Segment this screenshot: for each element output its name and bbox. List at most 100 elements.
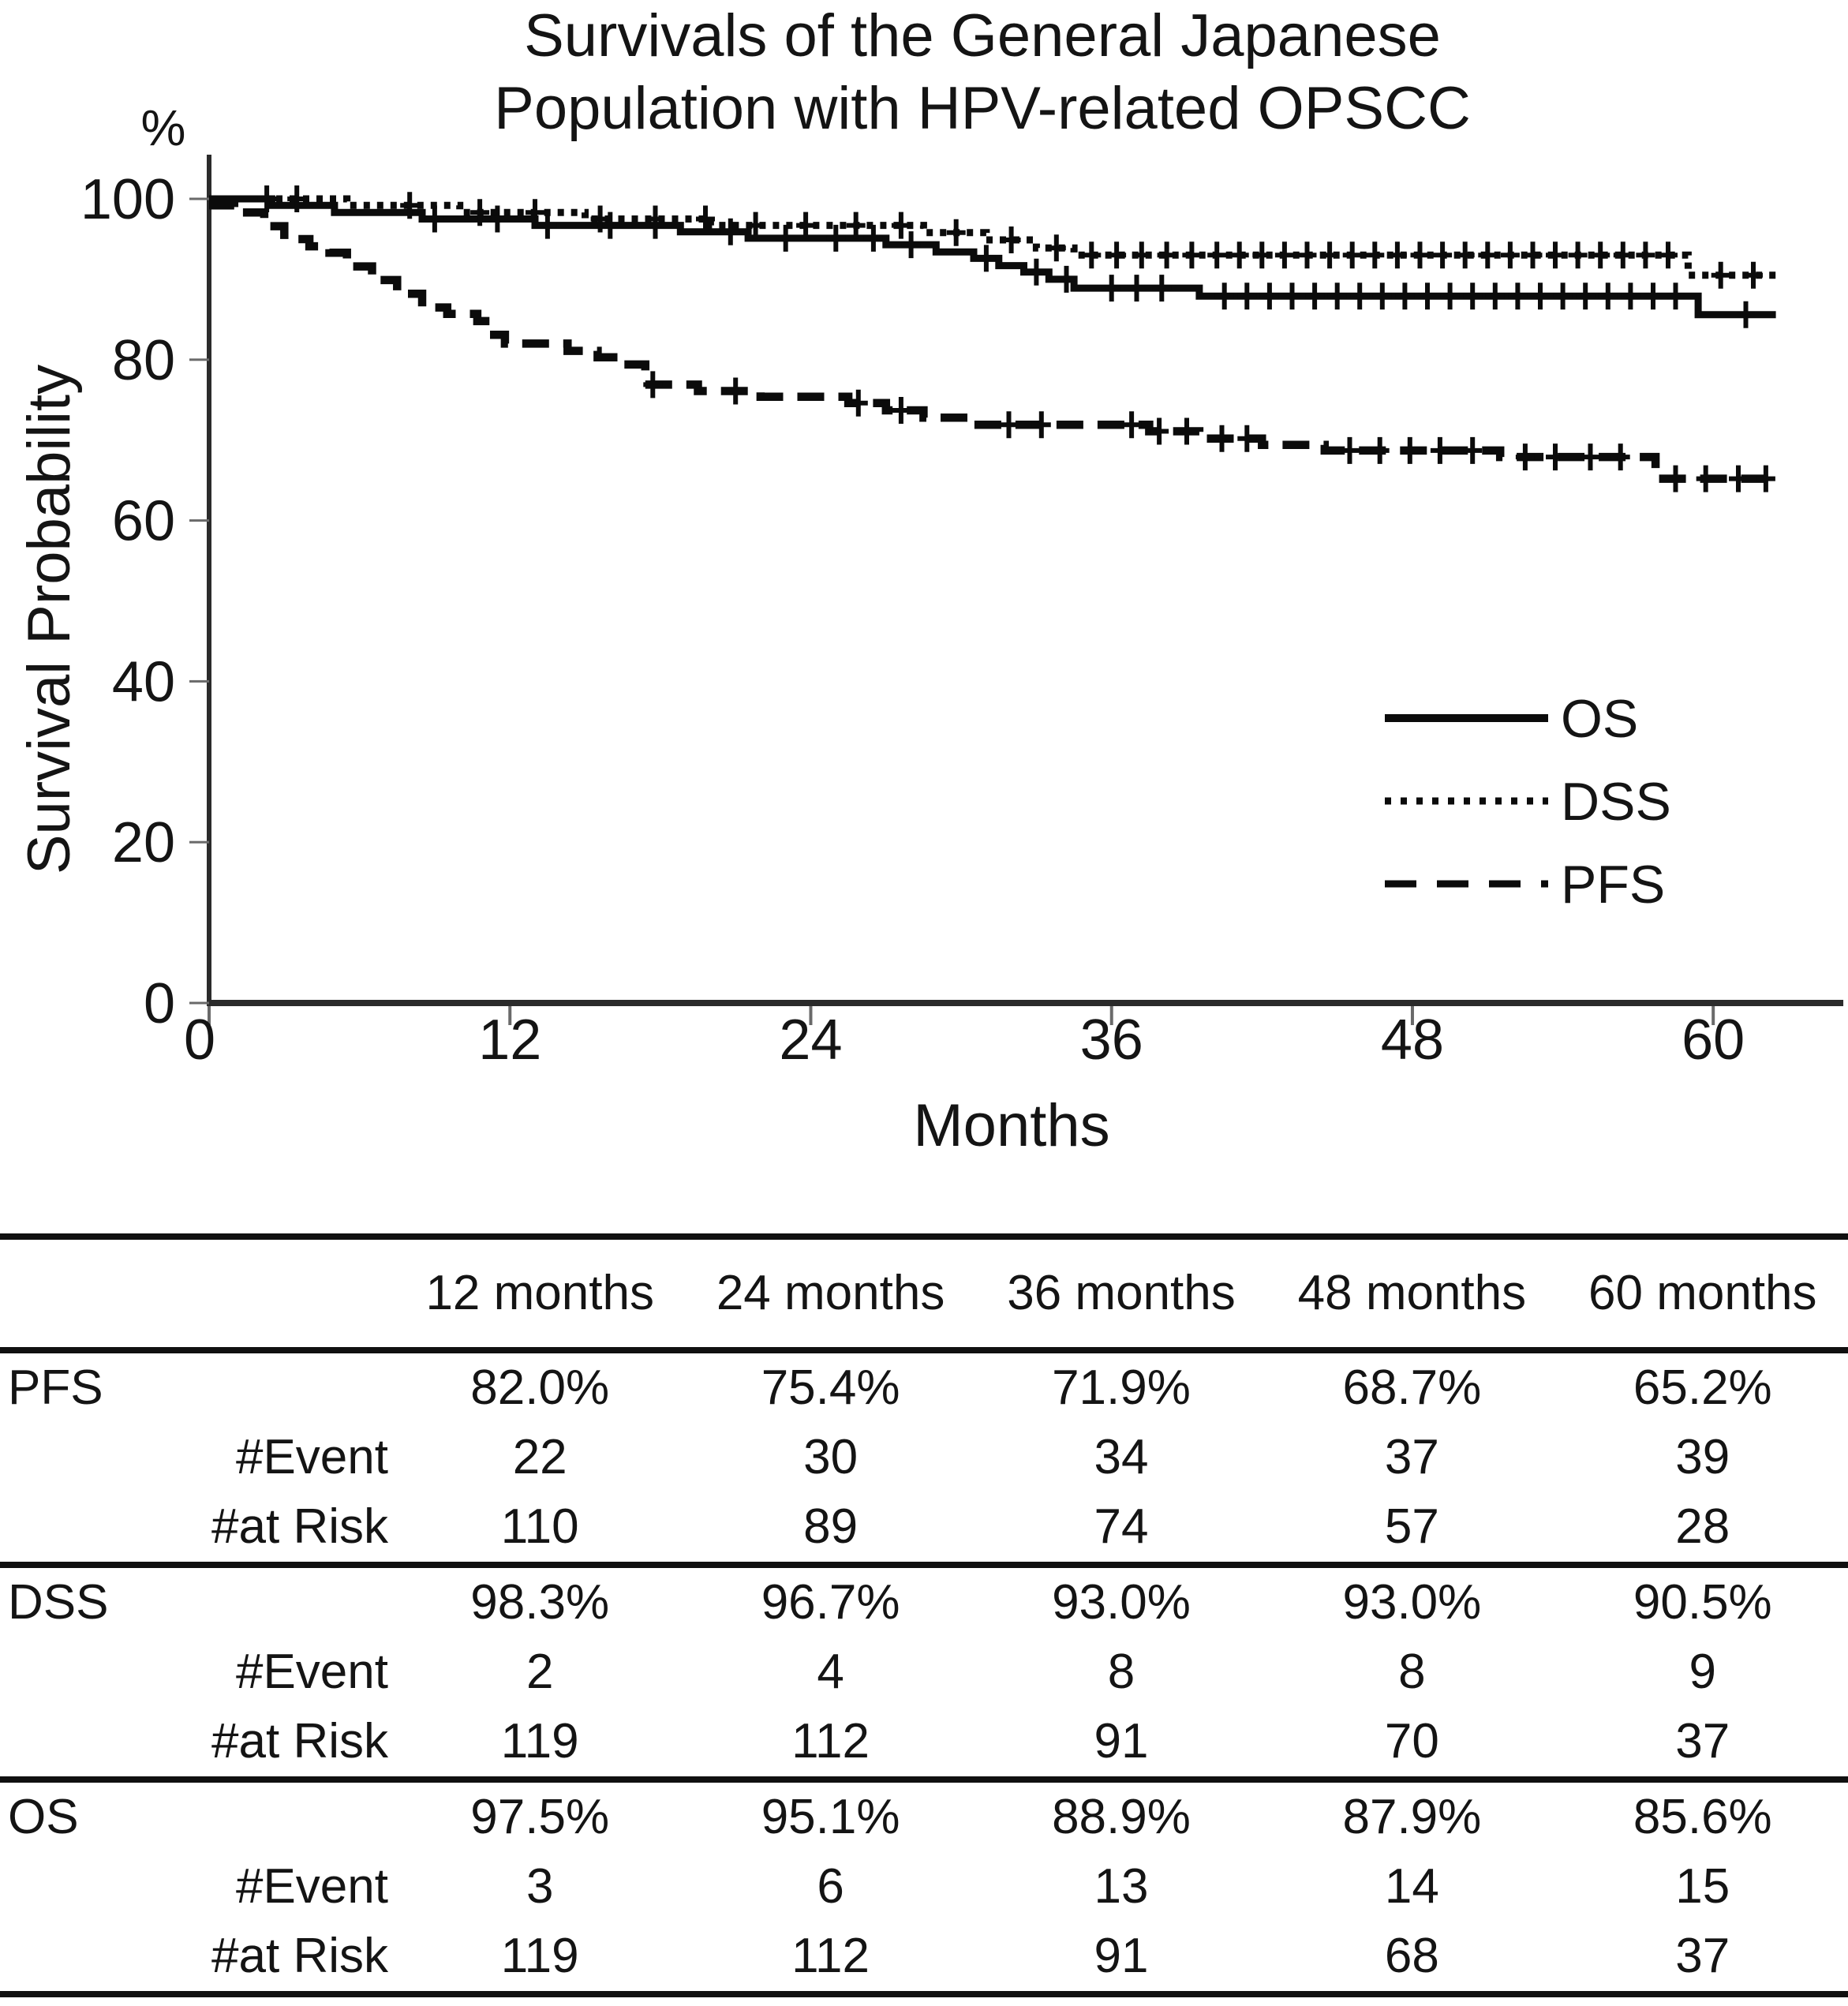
os-events-36m: 13 xyxy=(1094,1859,1149,1914)
row-label-dss: DSS xyxy=(8,1575,109,1630)
x-tick-24 xyxy=(809,1006,813,1025)
row-label-pfs-event: #Event xyxy=(235,1430,388,1484)
os-risk-12m: 119 xyxy=(500,1929,579,1983)
dss-events-48m: 8 xyxy=(1398,1645,1426,1699)
col-header-60-months: 60 months xyxy=(1588,1266,1817,1320)
dss-survival-24m: 96.7% xyxy=(761,1575,900,1630)
legend-label-DSS: DSS xyxy=(1561,772,1671,832)
x-tick-36 xyxy=(1109,1006,1113,1025)
kaplan-meier-plot: 0 20 40 60 80 100 0 12 24 36 48 60 OS DSS PFS xyxy=(80,155,1844,1072)
dss-risk-48m: 70 xyxy=(1384,1714,1439,1768)
col-header-48-months: 48 months xyxy=(1297,1266,1527,1320)
table-rule-below-header xyxy=(0,1347,1848,1353)
row-label-os-event: #Event xyxy=(235,1859,388,1914)
x-axis-title: Months xyxy=(913,1092,1110,1159)
pfs-survival-48m: 68.7% xyxy=(1342,1360,1482,1415)
table-row-os-at-risk: #at Risk 119 112 91 68 37 xyxy=(0,1922,1848,1991)
os-risk-36m: 91 xyxy=(1094,1929,1149,1983)
dss-risk-24m: 112 xyxy=(791,1714,870,1768)
y-tick-label-0: 0 xyxy=(144,972,175,1035)
os-risk-48m: 68 xyxy=(1384,1929,1439,1983)
table-rule-after-dss xyxy=(0,1776,1848,1783)
y-tick-label-60: 60 xyxy=(112,490,175,553)
y-tick-60 xyxy=(189,519,209,522)
pfs-survival-60m: 65.2% xyxy=(1633,1360,1772,1415)
series-line-PFS xyxy=(209,200,1776,483)
table-row-pfs-at-risk: #at Risk 110 89 74 57 28 xyxy=(0,1492,1848,1562)
dss-survival-36m: 93.0% xyxy=(1052,1575,1191,1630)
y-tick-20 xyxy=(189,840,209,844)
pfs-events-24m: 30 xyxy=(803,1430,859,1484)
os-survival-48m: 87.9% xyxy=(1342,1790,1482,1844)
chart-title-line2: Population with HPV-related OPSCC xyxy=(494,75,1471,142)
x-axis xyxy=(207,1000,1844,1006)
x-tick-label-0: 0 xyxy=(184,1009,215,1072)
table-row-dss-survival: DSS 98.3% 96.7% 93.0% 93.0% 90.5% xyxy=(0,1568,1848,1637)
pfs-risk-48m: 57 xyxy=(1384,1499,1439,1554)
pfs-risk-12m: 110 xyxy=(500,1499,579,1554)
legend-label-PFS: PFS xyxy=(1561,855,1665,915)
os-events-60m: 15 xyxy=(1675,1859,1730,1914)
dss-events-60m: 9 xyxy=(1689,1645,1717,1699)
row-label-os: OS xyxy=(8,1790,79,1844)
y-axis xyxy=(207,155,211,1006)
y-tick-label-40: 40 xyxy=(112,650,175,713)
pfs-risk-60m: 28 xyxy=(1675,1499,1730,1554)
os-events-48m: 14 xyxy=(1384,1859,1439,1914)
table-rule-bottom xyxy=(0,1991,1848,1997)
x-tick-label-36: 36 xyxy=(1080,1009,1143,1072)
pfs-events-12m: 22 xyxy=(512,1430,567,1484)
y-axis-unit-label: % xyxy=(140,99,186,156)
os-events-12m: 3 xyxy=(526,1859,554,1914)
pfs-survival-12m: 82.0% xyxy=(470,1360,610,1415)
pfs-risk-24m: 89 xyxy=(803,1499,859,1554)
x-tick-label-60: 60 xyxy=(1682,1009,1745,1072)
table-row-dss-at-risk: #at Risk 119 112 91 70 37 xyxy=(0,1707,1848,1776)
x-tick-label-24: 24 xyxy=(779,1009,842,1072)
y-tick-80 xyxy=(189,358,209,361)
pfs-events-60m: 39 xyxy=(1675,1430,1730,1484)
col-header-24-months: 24 months xyxy=(716,1266,945,1320)
dss-survival-60m: 90.5% xyxy=(1633,1575,1772,1630)
series-line-OS xyxy=(209,195,1776,319)
os-events-24m: 6 xyxy=(817,1859,844,1914)
dss-events-12m: 2 xyxy=(526,1645,554,1699)
table-row-dss-events: #Event 2 4 8 8 9 xyxy=(0,1637,1848,1707)
x-tick-0 xyxy=(208,1006,211,1025)
os-survival-36m: 88.9% xyxy=(1052,1790,1191,1844)
row-label-dss-event: #Event xyxy=(235,1645,388,1699)
row-label-pfs: PFS xyxy=(8,1360,103,1415)
survival-summary-table: 12 months 24 months 36 months 48 months … xyxy=(0,1233,1848,1997)
pfs-survival-24m: 75.4% xyxy=(761,1360,900,1415)
x-tick-label-12: 12 xyxy=(478,1009,541,1072)
dss-risk-12m: 119 xyxy=(500,1714,579,1768)
table-header-row: 12 months 24 months 36 months 48 months … xyxy=(0,1240,1848,1347)
table-row-pfs-events: #Event 22 30 34 37 39 xyxy=(0,1423,1848,1492)
pfs-risk-36m: 74 xyxy=(1094,1499,1149,1554)
x-tick-12 xyxy=(508,1006,512,1025)
censor-marks-PFS xyxy=(643,371,1775,492)
x-tick-60 xyxy=(1711,1006,1715,1025)
dss-risk-36m: 91 xyxy=(1094,1714,1149,1768)
os-risk-24m: 112 xyxy=(791,1929,870,1983)
y-tick-label-80: 80 xyxy=(112,329,175,392)
row-label-os-at-risk: #at Risk xyxy=(211,1929,388,1983)
os-survival-60m: 85.6% xyxy=(1633,1790,1772,1844)
os-survival-24m: 95.1% xyxy=(761,1790,900,1844)
dss-survival-48m: 93.0% xyxy=(1342,1575,1482,1630)
col-header-12-months: 12 months xyxy=(425,1266,654,1320)
table-row-os-survival: OS 97.5% 95.1% 88.9% 87.9% 85.6% xyxy=(0,1783,1848,1852)
pfs-events-48m: 37 xyxy=(1384,1430,1439,1484)
table-row-os-events: #Event 3 6 13 14 15 xyxy=(0,1852,1848,1922)
row-label-dss-at-risk: #at Risk xyxy=(211,1714,388,1768)
x-tick-48 xyxy=(1410,1006,1414,1025)
dss-events-36m: 8 xyxy=(1107,1645,1135,1699)
y-tick-0 xyxy=(189,1001,209,1005)
table-row-pfs-survival: PFS 82.0% 75.4% 71.9% 68.7% 65.2% xyxy=(0,1353,1848,1423)
pfs-events-36m: 34 xyxy=(1094,1430,1149,1484)
censor-marks-DSS xyxy=(287,185,1763,289)
y-tick-40 xyxy=(189,679,209,683)
row-label-pfs-at-risk: #at Risk xyxy=(211,1499,388,1554)
table-rule-after-pfs xyxy=(0,1562,1848,1568)
